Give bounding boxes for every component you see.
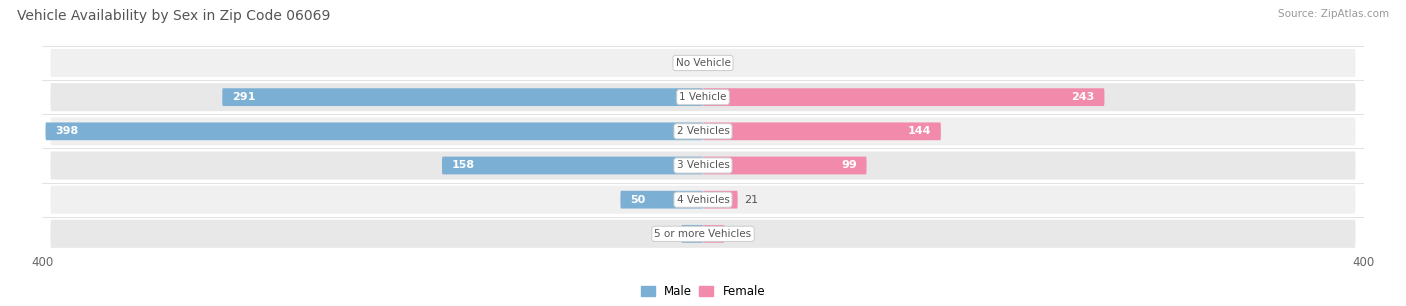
FancyBboxPatch shape <box>51 151 1355 180</box>
Text: 21: 21 <box>744 195 758 205</box>
FancyBboxPatch shape <box>441 157 703 174</box>
Text: 243: 243 <box>1071 92 1094 102</box>
Text: 13: 13 <box>731 229 745 239</box>
Text: 99: 99 <box>841 160 856 170</box>
FancyBboxPatch shape <box>51 49 1355 77</box>
Text: 13: 13 <box>661 229 675 239</box>
Text: 50: 50 <box>630 195 645 205</box>
Text: 2 Vehicles: 2 Vehicles <box>676 126 730 136</box>
FancyBboxPatch shape <box>620 191 703 209</box>
Text: 4 Vehicles: 4 Vehicles <box>676 195 730 205</box>
Text: 398: 398 <box>55 126 79 136</box>
Legend: Male, Female: Male, Female <box>636 280 770 302</box>
Text: 291: 291 <box>232 92 256 102</box>
FancyBboxPatch shape <box>682 225 703 243</box>
FancyBboxPatch shape <box>703 88 1105 106</box>
Text: 5 or more Vehicles: 5 or more Vehicles <box>654 229 752 239</box>
Text: 3 Vehicles: 3 Vehicles <box>676 160 730 170</box>
Text: 144: 144 <box>907 126 931 136</box>
Text: 158: 158 <box>451 160 475 170</box>
FancyBboxPatch shape <box>51 220 1355 248</box>
Text: Vehicle Availability by Sex in Zip Code 06069: Vehicle Availability by Sex in Zip Code … <box>17 9 330 23</box>
Text: 0: 0 <box>716 58 723 68</box>
Text: No Vehicle: No Vehicle <box>675 58 731 68</box>
FancyBboxPatch shape <box>45 122 703 140</box>
Text: Source: ZipAtlas.com: Source: ZipAtlas.com <box>1278 9 1389 19</box>
FancyBboxPatch shape <box>51 117 1355 145</box>
Text: 1 Vehicle: 1 Vehicle <box>679 92 727 102</box>
Text: 0: 0 <box>683 58 690 68</box>
FancyBboxPatch shape <box>222 88 703 106</box>
FancyBboxPatch shape <box>703 157 866 174</box>
FancyBboxPatch shape <box>51 83 1355 111</box>
FancyBboxPatch shape <box>703 225 724 243</box>
FancyBboxPatch shape <box>703 191 738 209</box>
FancyBboxPatch shape <box>703 122 941 140</box>
FancyBboxPatch shape <box>51 186 1355 214</box>
